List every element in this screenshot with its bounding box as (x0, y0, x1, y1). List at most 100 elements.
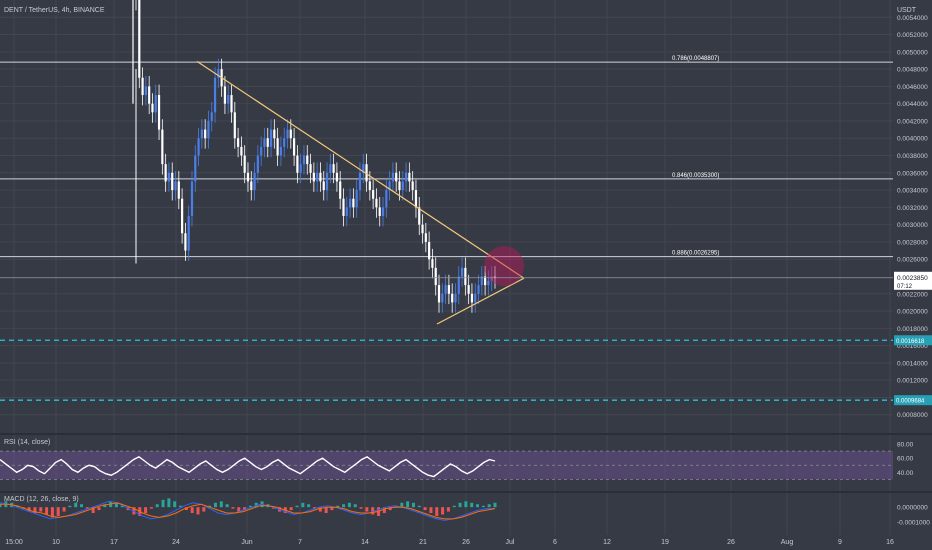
last-price-value: 0.0023850 (897, 275, 928, 282)
currency-label: USDT (897, 7, 917, 14)
candle-body (154, 95, 157, 113)
price-tick-label: 0.0038000 (897, 153, 928, 160)
candle-body (388, 181, 391, 191)
macd-histogram-bar (0, 504, 2, 508)
candle-body (447, 285, 450, 294)
candle-body (240, 146, 243, 156)
macd-histogram-bar (179, 505, 183, 508)
macd-histogram-bar (202, 507, 206, 512)
macd-histogram-bar (330, 507, 334, 511)
candle-body (460, 267, 464, 277)
dashed-level-badge (894, 335, 932, 346)
macd-histogram-bar (45, 507, 49, 515)
macd-histogram-bar (470, 502, 474, 508)
candle-body (174, 181, 177, 191)
x-tick-label: Jul (506, 539, 515, 546)
candle-body (151, 103, 154, 113)
candle-body (408, 172, 411, 182)
macd-histogram-bar (80, 504, 84, 508)
macd-histogram-bar (144, 507, 148, 514)
macd-histogram-bar (336, 505, 340, 508)
candle-body (269, 129, 273, 147)
macd-histogram-bar (353, 504, 357, 508)
candle-body (391, 172, 394, 182)
candle-body (187, 216, 190, 251)
x-tick-label: 6 (553, 539, 557, 546)
candle-body (296, 155, 299, 173)
macd-histogram-bar (371, 507, 375, 515)
signal-line (0, 502, 496, 520)
dashed-level-badge (894, 395, 932, 406)
candle-body (217, 69, 220, 78)
rsi-pane[interactable] (0, 450, 893, 480)
macd-histogram-bar (318, 507, 322, 512)
macd-histogram-bar (231, 507, 235, 509)
price-tick-label: 0.0044000 (897, 101, 928, 108)
fib-level-label: 0.846(0.0035300) (672, 173, 719, 179)
chart-title: DENT / TetherUS, 4h, BINANCE (4, 7, 105, 14)
candle-body (441, 293, 444, 303)
macd-histogram-bar (406, 501, 410, 508)
candle-body (385, 190, 388, 208)
candle-body (227, 95, 230, 104)
candle-body (342, 198, 345, 216)
candle-body (157, 95, 161, 130)
candle-body (210, 112, 213, 121)
candle-body (325, 172, 329, 191)
trendline (436, 277, 525, 325)
macd-histogram-bar (68, 505, 72, 508)
macd-histogram-bar (481, 505, 485, 508)
macd-histogram-bar (208, 505, 212, 508)
candle-body (322, 181, 325, 191)
candle-body (477, 285, 480, 294)
candle-body (194, 155, 197, 182)
macd-histogram-bar (56, 507, 60, 516)
macd-histogram-bar (103, 504, 107, 508)
candle-body (480, 276, 483, 286)
x-tick-label: 19 (661, 539, 669, 546)
candle-body (167, 172, 171, 182)
macd-histogram-bar (184, 507, 188, 511)
x-tick-label: 9 (838, 539, 842, 546)
x-tick-label: 16 (886, 539, 894, 546)
x-tick-label: 7 (298, 539, 302, 546)
candle-body (223, 86, 227, 104)
candle-body (319, 172, 322, 182)
x-tick-label: 12 (603, 539, 611, 546)
macd-histogram-bar (476, 504, 480, 508)
candle-body (190, 181, 194, 216)
candle-body (213, 77, 217, 113)
macd-histogram-bar (219, 501, 223, 508)
candle-body (378, 207, 381, 216)
macd-histogram-bar (254, 502, 258, 508)
macd-histogram-bar (213, 502, 217, 508)
candle-body (181, 198, 184, 234)
candle-body (437, 285, 441, 303)
price-tick-label: 0.0046000 (897, 84, 928, 91)
price-tick-label: 0.0050000 (897, 49, 928, 56)
price-pane[interactable]: 0.786(0.0048807) 0.846(0.0035300) 0.886(0.… (0, 0, 893, 401)
macd-histogram-bar (243, 507, 247, 511)
macd-tick-label: 0.0000000 (897, 505, 928, 512)
candle-body (464, 267, 467, 286)
macd-label: MACD (12, 26, close, 9) (4, 496, 79, 503)
candle-body (260, 146, 263, 156)
macd-histogram-bar (441, 507, 445, 515)
macd-histogram-bar (149, 507, 153, 509)
last-price-countdown: 07:12 (897, 284, 913, 290)
candle-body (312, 172, 315, 182)
macd-histogram-bar (190, 507, 194, 514)
candle-body (177, 181, 180, 199)
macd-pane[interactable] (0, 498, 497, 521)
price-tick-label: 0.0054000 (897, 15, 928, 22)
macd-histogram-bar (411, 502, 415, 508)
macd-histogram-bar (97, 507, 101, 511)
x-tick-label: 15:00 (5, 539, 23, 546)
macd-histogram-bar (400, 502, 404, 508)
candle-body (431, 259, 434, 268)
price-tick-label: 0.0034000 (897, 188, 928, 195)
price-tick-label: 0.0028000 (897, 239, 928, 246)
candle-body (148, 86, 151, 104)
price-tick-label: 0.0030000 (897, 222, 928, 229)
